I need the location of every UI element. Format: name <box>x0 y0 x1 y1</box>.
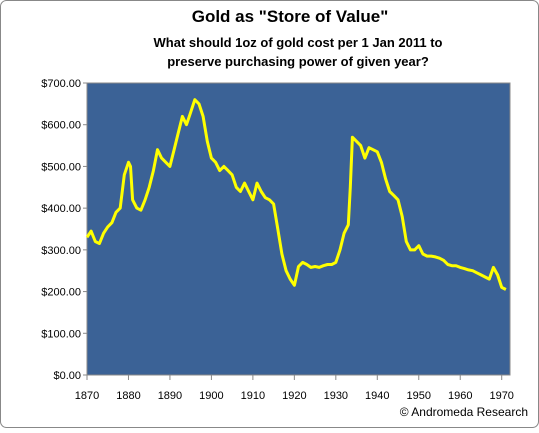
y-tick-label: $100.00 <box>41 328 81 340</box>
chart-subtitle: What should 1oz of gold cost per 1 Jan 2… <box>154 35 443 50</box>
y-tick-label: $300.00 <box>41 245 81 257</box>
x-tick-label: 1940 <box>365 390 389 402</box>
x-tick-label: 1870 <box>75 390 99 402</box>
y-tick-label: $500.00 <box>41 161 81 173</box>
plot-area <box>86 82 511 376</box>
x-tick-label: 1950 <box>407 390 431 402</box>
line <box>85 98 507 291</box>
y-tick-label: $700.00 <box>41 78 81 90</box>
x-tick-label: 1960 <box>448 390 472 402</box>
y-tick-label: $200.00 <box>41 287 81 299</box>
chart-title: Gold as "Store of Value" <box>192 7 389 26</box>
y-tick-label: $400.00 <box>41 203 81 215</box>
x-tick-label: 1930 <box>324 390 348 402</box>
credit: © Andromeda Research <box>400 405 528 419</box>
x-tick-label: 1890 <box>158 390 182 402</box>
x-tick-label: 1880 <box>116 390 140 402</box>
x-tick-label: 1970 <box>489 390 513 402</box>
x-tick-label: 1910 <box>241 390 265 402</box>
chart-subtitle: preserve purchasing power of given year? <box>167 54 429 69</box>
x-tick-label: 1900 <box>199 390 223 402</box>
x-tick-label: 1920 <box>282 390 306 402</box>
y-tick-label: $600.00 <box>41 120 81 132</box>
y-tick-label: $0.00 <box>53 370 81 382</box>
